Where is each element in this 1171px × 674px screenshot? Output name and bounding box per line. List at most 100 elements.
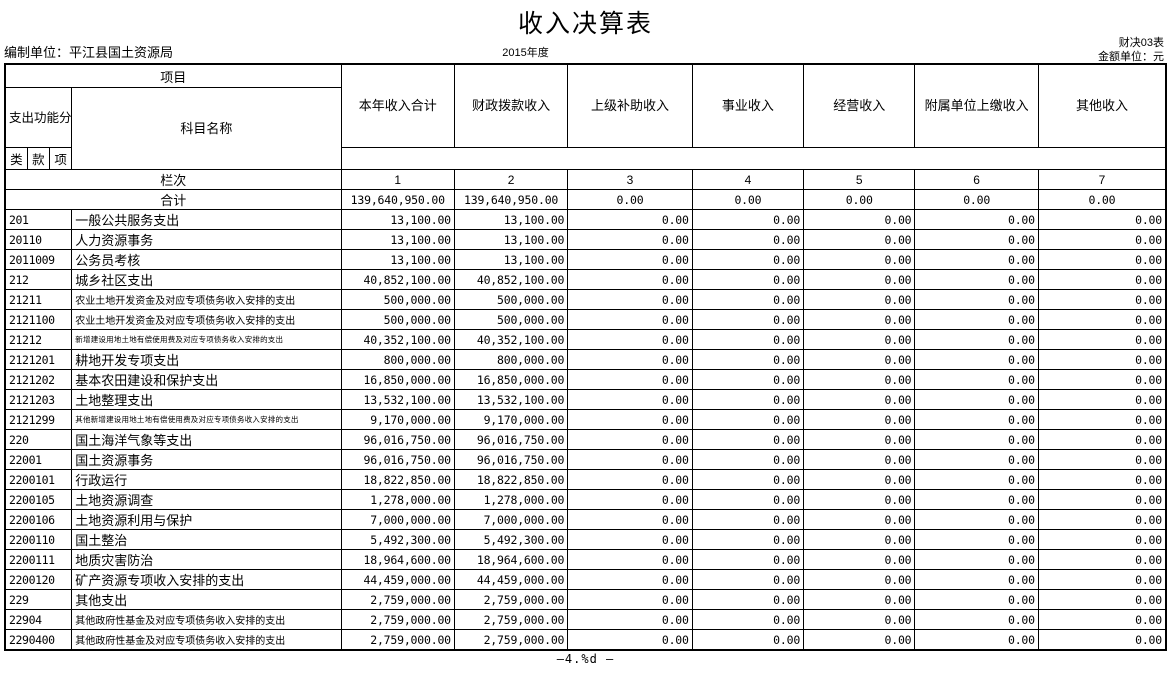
row-value-3: 0.00 (691, 449, 805, 470)
row-value-1: 13,532,100.00 (453, 389, 569, 410)
row-value-3: 0.00 (691, 309, 805, 330)
row-value-0: 13,532,100.00 (340, 389, 455, 410)
table-row: 2200101 行政运行 18,822,850.00 18,822,850.00 0.0… (4, 469, 1167, 490)
row-subject-name: 其他支出 (71, 589, 342, 610)
lanci-label: 栏次 (4, 169, 342, 190)
row-code: 2121299 (4, 409, 73, 430)
table-row: 20110 人力资源事务 13,100.00 13,100.00 0.00 0.00 0.0… (4, 229, 1167, 250)
col-header-1: 财政拨款收入 (453, 63, 569, 148)
row-value-4: 0.00 (803, 289, 916, 310)
lanci-number-5: 6 (914, 169, 1039, 190)
row-value-2: 0.00 (567, 489, 693, 510)
row-value-6: 0.00 (1037, 469, 1167, 490)
row-value-0: 500,000.00 (340, 309, 455, 330)
row-value-4: 0.00 (803, 569, 916, 590)
row-value-0: 44,459,000.00 (340, 569, 455, 590)
row-subject-name: 其他政府性基金及对应专项债务收入安排的支出 (71, 609, 342, 630)
row-value-4: 0.00 (803, 469, 916, 490)
row-value-2: 0.00 (567, 289, 693, 310)
row-value-2: 0.00 (567, 569, 693, 590)
row-code: 2011009 (4, 249, 73, 270)
row-value-2: 0.00 (567, 589, 693, 610)
row-value-5: 0.00 (914, 469, 1039, 490)
row-value-6: 0.00 (1037, 309, 1167, 330)
row-code: 21212 (4, 329, 73, 350)
meta-row: 编制单位：平江县国土资源局 2015年度 (0, 43, 1171, 63)
row-subject-name: 其他新增建设用地土地有偿使用费及对应专项债务收入安排的支出 (71, 409, 342, 430)
total-value-1: 139,640,950.00 (453, 189, 569, 210)
row-value-3: 0.00 (691, 269, 805, 290)
row-value-5: 0.00 (914, 249, 1039, 270)
row-subject-name: 人力资源事务 (71, 229, 342, 250)
table-row: 2200110 国土整治 5,492,300.00 5,492,300.00 0.00 0… (4, 529, 1167, 550)
row-value-3: 0.00 (691, 409, 805, 430)
table-row: 22904 其他政府性基金及对应专项债务收入安排的支出 2,759,000.00 2,… (4, 609, 1167, 630)
item-group-header: 项目 (4, 63, 342, 88)
col-header-2: 上级补助收入 (567, 63, 693, 148)
row-value-1: 500,000.00 (453, 309, 569, 330)
row-value-4: 0.00 (803, 389, 916, 410)
row-value-0: 2,759,000.00 (340, 589, 455, 610)
row-value-0: 9,170,000.00 (340, 409, 455, 430)
code-group-header: 支出功能分类科目编码 (4, 87, 73, 148)
row-value-1: 9,170,000.00 (453, 409, 569, 430)
row-value-3: 0.00 (691, 589, 805, 610)
row-value-5: 0.00 (914, 329, 1039, 350)
row-value-6: 0.00 (1037, 329, 1167, 350)
row-value-5: 0.00 (914, 569, 1039, 590)
row-value-6: 0.00 (1037, 449, 1167, 470)
row-value-5: 0.00 (914, 289, 1039, 310)
row-value-2: 0.00 (567, 329, 693, 350)
row-subject-name: 一般公共服务支出 (71, 209, 342, 230)
row-value-5: 0.00 (914, 549, 1039, 570)
table-row: 22001 国土资源事务 96,016,750.00 96,016,750.00 0.0… (4, 449, 1167, 470)
table-row: 2200120 矿产资源专项收入安排的支出 44,459,000.00 44,459,… (4, 569, 1167, 590)
row-value-1: 5,492,300.00 (453, 529, 569, 550)
row-value-2: 0.00 (567, 369, 693, 390)
row-value-4: 0.00 (803, 309, 916, 330)
table-header-names-row: 支出功能分类科目编码 科目名称 (4, 87, 1166, 170)
row-value-2: 0.00 (567, 509, 693, 530)
row-subject-name: 行政运行 (71, 469, 342, 490)
row-value-5: 0.00 (914, 269, 1039, 290)
lanci-number-4: 5 (803, 169, 916, 190)
row-code: 2121201 (4, 349, 73, 370)
row-value-5: 0.00 (914, 229, 1039, 250)
row-value-2: 0.00 (567, 409, 693, 430)
row-subject-name: 国土资源事务 (71, 449, 342, 470)
row-value-0: 13,100.00 (340, 229, 455, 250)
row-value-2: 0.00 (567, 429, 693, 450)
row-value-6: 0.00 (1037, 409, 1167, 430)
total-row: 合计 139,640,950.00 139,640,950.00 0.00 0.… (4, 189, 1167, 210)
row-value-3: 0.00 (691, 569, 805, 590)
table-row: 201 一般公共服务支出 13,100.00 13,100.00 0.00 0.00 0.0… (4, 209, 1167, 230)
col-header-5: 附属单位上缴收入 (914, 63, 1039, 148)
col-header-6: 其他收入 (1037, 63, 1167, 148)
row-value-3: 0.00 (691, 429, 805, 450)
row-value-0: 18,964,600.00 (340, 549, 455, 570)
row-value-4: 0.00 (803, 429, 916, 450)
row-code: 2200101 (4, 469, 73, 490)
row-code: 2121100 (4, 309, 73, 330)
row-value-4: 0.00 (803, 509, 916, 530)
row-value-2: 0.00 (567, 449, 693, 470)
row-code: 2200105 (4, 489, 73, 510)
table-row: 21211 农业土地开发资金及对应专项债务收入安排的支出 500,000.00 500… (4, 289, 1167, 310)
row-value-2: 0.00 (567, 249, 693, 270)
table-row: 2200111 地质灾害防治 18,964,600.00 18,964,600.00 0… (4, 549, 1167, 570)
row-value-0: 16,850,000.00 (340, 369, 455, 390)
row-code: 22001 (4, 449, 73, 470)
row-value-1: 2,759,000.00 (453, 629, 569, 651)
row-code: 2290400 (4, 629, 73, 651)
row-code: 220 (4, 429, 73, 450)
table-row: 229 其他支出 2,759,000.00 2,759,000.00 0.00 0.00 0… (4, 589, 1167, 610)
row-value-1: 40,352,100.00 (453, 329, 569, 350)
row-value-2: 0.00 (567, 229, 693, 250)
table-row: 2121299 其他新增建设用地土地有偿使用费及对应专项债务收入安排的支出 9,17… (4, 409, 1167, 430)
row-code: 22904 (4, 609, 73, 630)
row-value-4: 0.00 (803, 549, 916, 570)
row-value-5: 0.00 (914, 489, 1039, 510)
table-row: 2121100 农业土地开发资金及对应专项债务收入安排的支出 500,000.00 5… (4, 309, 1167, 330)
table-row: 212 城乡社区支出 40,852,100.00 40,852,100.00 0.00 0… (4, 269, 1167, 290)
row-value-5: 0.00 (914, 529, 1039, 550)
